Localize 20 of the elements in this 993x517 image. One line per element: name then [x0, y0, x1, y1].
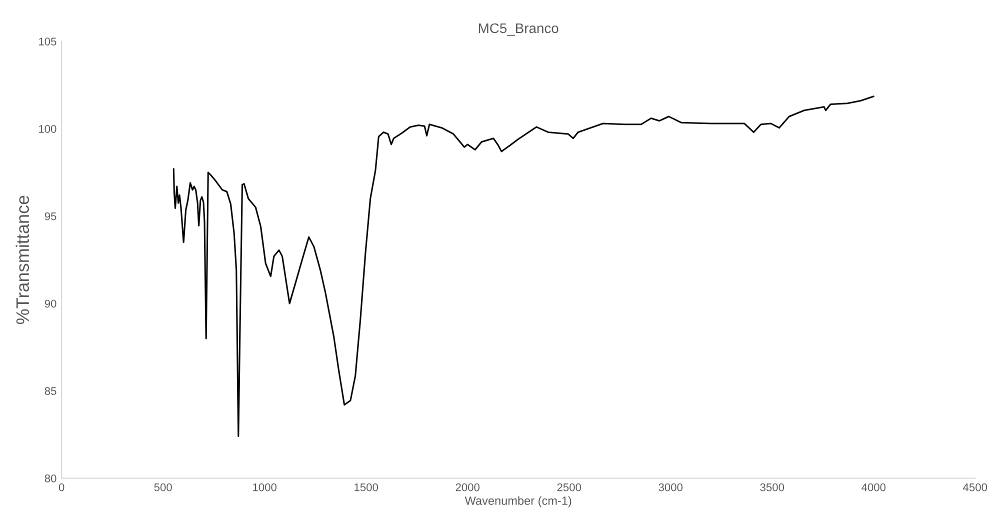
y-tick-label: 95 — [44, 212, 56, 220]
x-tick-label: 1500 — [354, 483, 378, 492]
x-tick-label: 0 — [58, 483, 64, 492]
x-tick-label: 2500 — [557, 483, 582, 492]
x-axis-title: Wavenumber (cm-1) — [464, 496, 572, 508]
x-tick-label: 3500 — [760, 483, 784, 492]
y-tick-label: 90 — [44, 300, 56, 308]
y-tick-label: 105 — [39, 38, 56, 46]
x-tick-label: 500 — [154, 483, 172, 492]
line-series — [172, 96, 874, 438]
y-tick-label: 100 — [39, 125, 56, 133]
x-tick-label: 3000 — [658, 483, 683, 492]
x-tick-label: 4000 — [862, 483, 886, 492]
y-axis-title: %Transmittance — [16, 196, 30, 324]
y-tick-label: 80 — [44, 474, 56, 482]
x-tick-label: 1000 — [253, 483, 277, 492]
x-tick-label: 2000 — [456, 483, 480, 492]
y-tick-label: 85 — [44, 387, 56, 395]
x-tick-label: 4500 — [963, 483, 988, 492]
chart-title: MC5_Branco — [478, 23, 558, 36]
